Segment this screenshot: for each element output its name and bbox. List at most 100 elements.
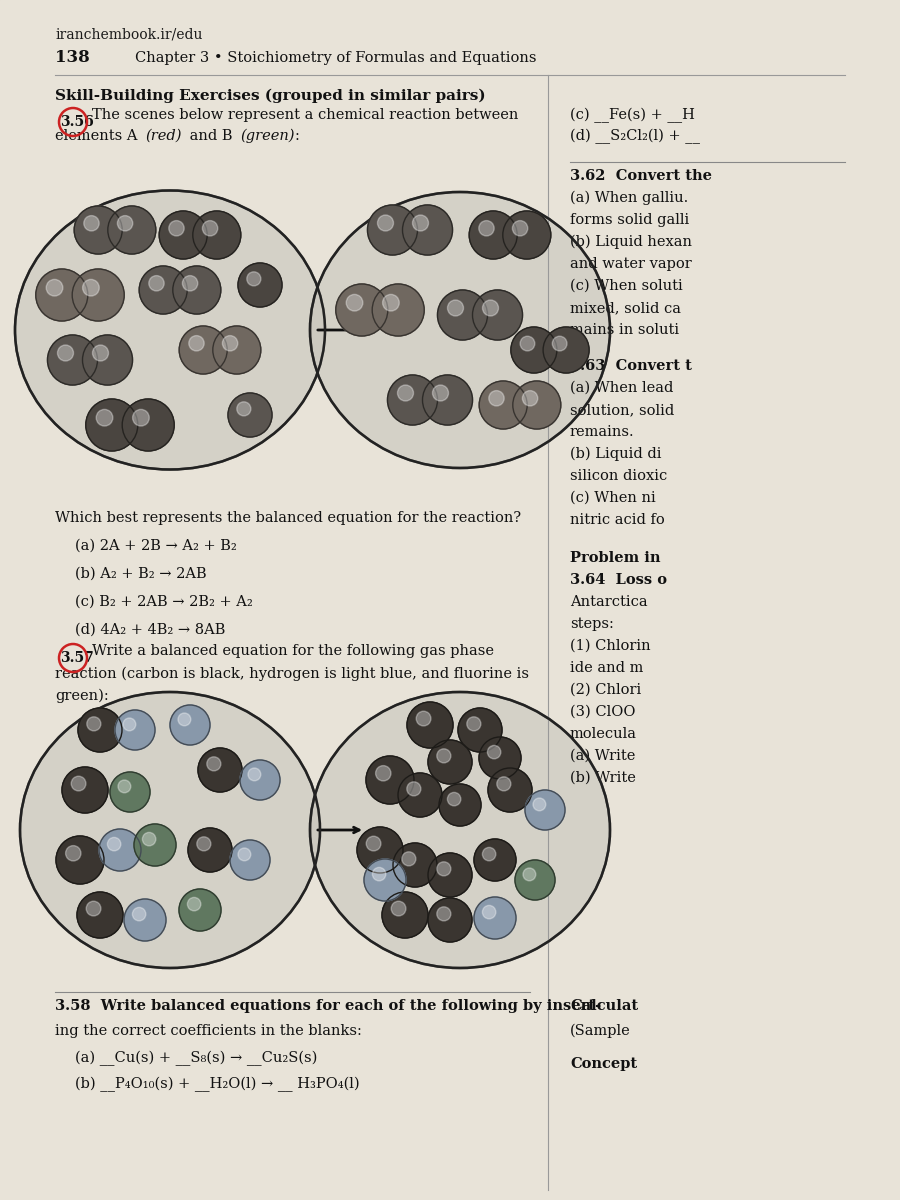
Circle shape (520, 336, 535, 350)
Circle shape (407, 782, 421, 796)
Text: (c) __Fe(s) + __H: (c) __Fe(s) + __H (570, 108, 695, 122)
Text: (b) Liquid di: (b) Liquid di (570, 446, 662, 461)
Circle shape (336, 284, 388, 336)
Circle shape (189, 336, 204, 350)
Circle shape (357, 827, 403, 874)
Circle shape (124, 899, 166, 941)
Circle shape (515, 860, 555, 900)
Text: (red): (red) (145, 128, 182, 143)
Circle shape (488, 745, 500, 758)
Circle shape (140, 266, 187, 314)
Text: 3.57: 3.57 (60, 650, 94, 665)
Circle shape (401, 852, 416, 866)
Circle shape (373, 868, 386, 881)
Circle shape (83, 280, 99, 296)
Text: solution, solid: solution, solid (570, 403, 674, 416)
Text: (2) Chlori: (2) Chlori (570, 683, 641, 697)
Text: Concept: Concept (570, 1057, 637, 1070)
Text: (b) Liquid hexan: (b) Liquid hexan (570, 235, 692, 248)
Circle shape (56, 836, 104, 884)
Circle shape (248, 768, 261, 781)
Circle shape (228, 392, 272, 437)
Circle shape (78, 708, 122, 752)
Circle shape (132, 409, 149, 426)
Circle shape (439, 784, 481, 826)
Text: (b) A₂ + B₂ → 2AB: (b) A₂ + B₂ → 2AB (75, 566, 207, 581)
Text: 3.64  Loss o: 3.64 Loss o (570, 572, 667, 587)
Text: ide and m: ide and m (570, 661, 644, 674)
Circle shape (58, 346, 74, 361)
Circle shape (110, 772, 150, 812)
Circle shape (238, 263, 282, 307)
Circle shape (447, 792, 461, 806)
Circle shape (132, 907, 146, 920)
Circle shape (212, 326, 261, 374)
Text: remains.: remains. (570, 425, 634, 439)
Circle shape (123, 718, 136, 731)
Circle shape (553, 336, 567, 350)
Circle shape (402, 205, 453, 254)
Circle shape (346, 294, 363, 311)
Circle shape (511, 326, 557, 373)
Circle shape (458, 708, 502, 752)
Circle shape (169, 221, 184, 236)
Circle shape (86, 716, 101, 731)
Text: 3.56: 3.56 (60, 115, 94, 128)
Circle shape (367, 205, 418, 254)
Circle shape (428, 740, 472, 784)
Circle shape (428, 853, 472, 898)
Circle shape (173, 266, 220, 314)
Circle shape (482, 300, 499, 316)
Text: iranchembook.ir/edu: iranchembook.ir/edu (55, 26, 202, 41)
Circle shape (74, 206, 122, 254)
Text: molecula: molecula (570, 727, 637, 740)
Circle shape (474, 898, 516, 938)
Text: :: : (295, 128, 300, 143)
Text: Write a balanced equation for the following gas phase: Write a balanced equation for the follow… (92, 644, 494, 658)
Circle shape (115, 710, 155, 750)
Circle shape (407, 702, 453, 748)
Circle shape (436, 862, 451, 876)
Circle shape (482, 847, 496, 860)
Circle shape (474, 839, 516, 881)
Circle shape (433, 385, 448, 401)
Circle shape (142, 833, 156, 846)
Circle shape (84, 216, 99, 230)
Text: (Sample: (Sample (570, 1024, 631, 1038)
Circle shape (247, 271, 261, 286)
Circle shape (118, 780, 130, 793)
Text: nitric acid fo: nitric acid fo (570, 514, 665, 527)
Circle shape (412, 215, 428, 230)
Text: 3.63  Convert t: 3.63 Convert t (570, 359, 692, 373)
Text: (d) 4A₂ + 4B₂ → 8AB: (d) 4A₂ + 4B₂ → 8AB (75, 623, 225, 637)
Text: (green): (green) (240, 128, 294, 143)
Circle shape (422, 374, 472, 425)
Circle shape (382, 892, 428, 938)
Text: Which best represents the balanced equation for the reaction?: Which best represents the balanced equat… (55, 511, 521, 526)
Text: Problem in: Problem in (570, 551, 661, 565)
Circle shape (66, 846, 81, 860)
Text: (c) When ni: (c) When ni (570, 491, 656, 505)
Circle shape (46, 280, 63, 296)
Text: 3.58  Write balanced equations for each of the following by insert-: 3.58 Write balanced equations for each o… (55, 998, 601, 1013)
Circle shape (117, 216, 133, 230)
Circle shape (72, 269, 124, 320)
Text: (a) __Cu(s) + __S₈(s) → __Cu₂S(s): (a) __Cu(s) + __S₈(s) → __Cu₂S(s) (75, 1051, 318, 1066)
Text: Skill-Building Exercises (grouped in similar pairs): Skill-Building Exercises (grouped in sim… (55, 89, 486, 103)
Ellipse shape (15, 191, 325, 469)
Text: steps:: steps: (570, 617, 614, 631)
Circle shape (122, 398, 175, 451)
Text: (b) __P₄O₁₀(s) + __H₂O(l) → __ H₃PO₄(l): (b) __P₄O₁₀(s) + __H₂O(l) → __ H₃PO₄(l) (75, 1076, 360, 1092)
Circle shape (398, 385, 413, 401)
Text: (c) B₂ + 2AB → 2B₂ + A₂: (c) B₂ + 2AB → 2B₂ + A₂ (75, 595, 253, 608)
Text: (a) When lead: (a) When lead (570, 382, 673, 395)
Circle shape (364, 859, 406, 901)
Circle shape (482, 905, 496, 919)
Circle shape (479, 221, 494, 236)
Circle shape (392, 901, 406, 916)
Text: The scenes below represent a chemical reaction between: The scenes below represent a chemical re… (92, 108, 518, 122)
Text: Calculat: Calculat (570, 998, 638, 1013)
Text: and B: and B (185, 128, 237, 143)
Ellipse shape (310, 192, 610, 468)
Circle shape (179, 326, 227, 374)
